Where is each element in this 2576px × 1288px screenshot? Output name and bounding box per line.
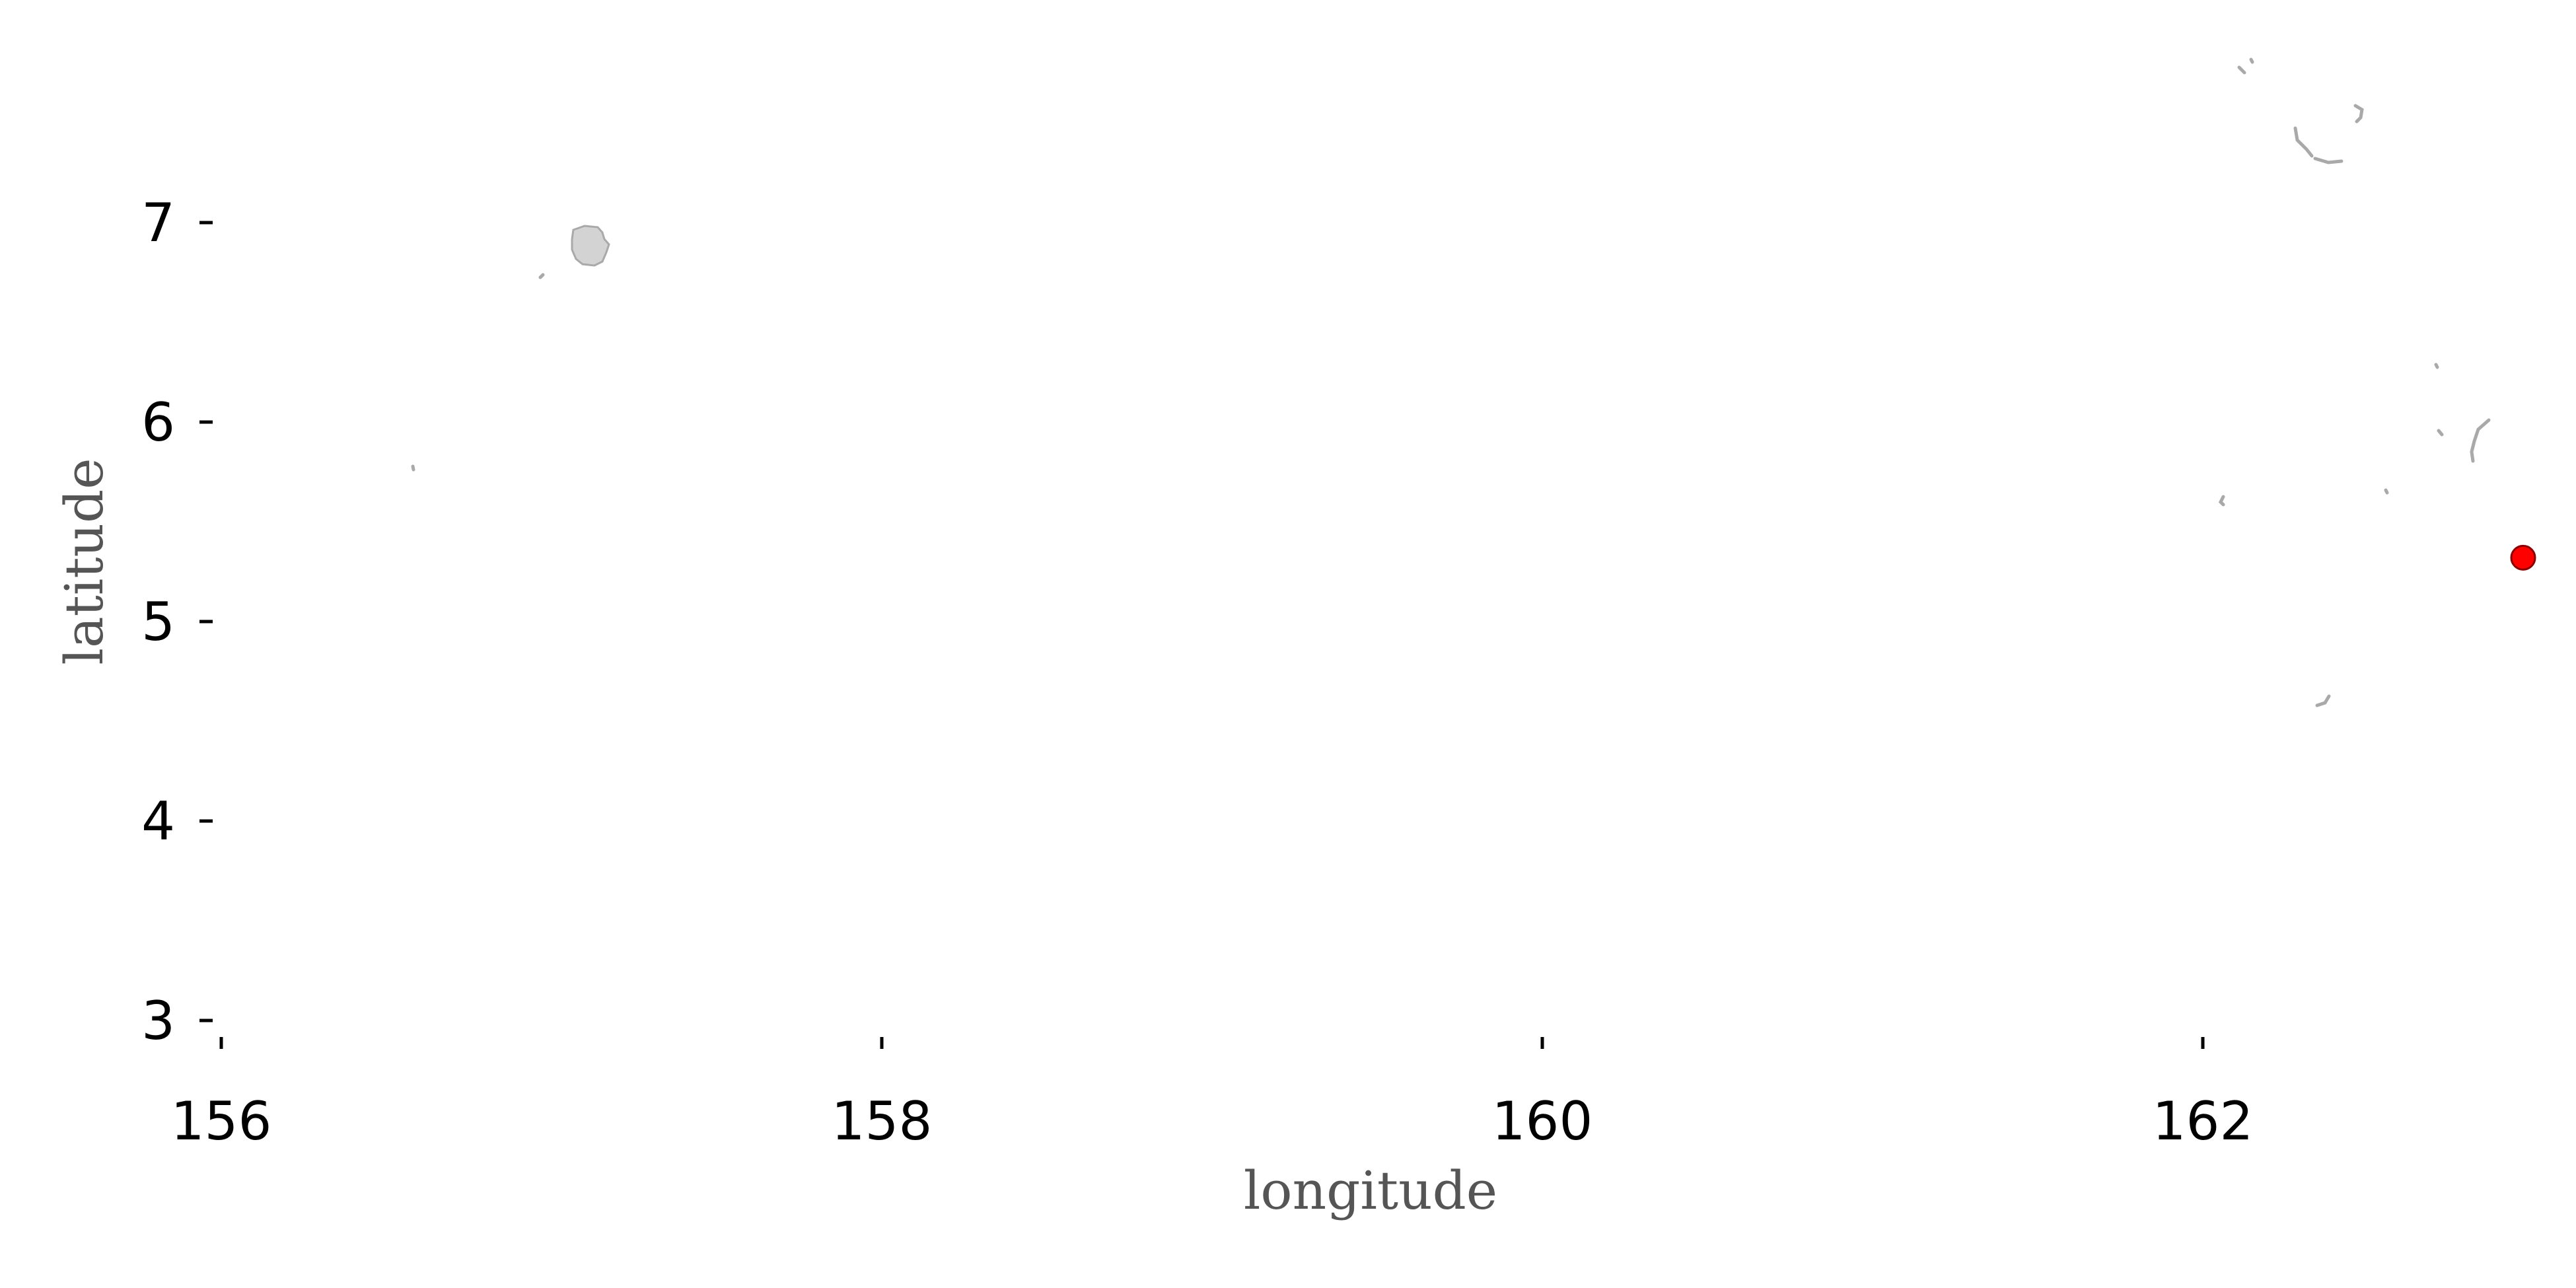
x-tick-label: 162 xyxy=(2153,1091,2254,1152)
atoll-north-east-5 xyxy=(2353,104,2364,124)
atoll-east-2 xyxy=(2437,429,2444,437)
atoll-east-5 xyxy=(2218,495,2225,507)
x-tick-label: 158 xyxy=(832,1091,933,1152)
atoll-north-east-2 xyxy=(2249,57,2254,64)
x-ticks: 156158160162164166168 xyxy=(171,1037,2254,1152)
location-marker xyxy=(2510,544,2536,571)
x-axis-title: longitude xyxy=(1244,1160,1497,1221)
island-pohnpei xyxy=(571,225,610,267)
atoll-north-east-1 xyxy=(2237,65,2246,75)
y-tick-label: 3 xyxy=(141,990,175,1052)
y-tick-label: 7 xyxy=(141,192,175,254)
plot-area xyxy=(411,57,2536,707)
atoll-north-east-3 xyxy=(2293,126,2314,158)
atoll-north-east-4 xyxy=(2313,157,2343,164)
atoll-east-1 xyxy=(2434,363,2439,369)
atoll-south-east-1 xyxy=(2315,694,2331,707)
y-ticks: 3 4 5 6 7 xyxy=(141,192,213,1052)
x-axis: 156158160162164166168 longitude xyxy=(171,1037,2254,1221)
y-tick-label: 5 xyxy=(141,591,175,653)
y-tick-label: 6 xyxy=(141,392,175,453)
atoll-east-4 xyxy=(2384,488,2389,495)
y-axis: 3 4 5 6 7 latitude xyxy=(54,192,213,1052)
y-tick-label: 4 xyxy=(141,791,175,852)
islet-west-1 xyxy=(538,273,545,279)
x-tick-label: 160 xyxy=(1492,1091,1593,1152)
x-tick-label: 156 xyxy=(171,1091,272,1152)
atoll-east-3 xyxy=(2470,418,2491,463)
y-axis-title: latitude xyxy=(54,458,115,664)
